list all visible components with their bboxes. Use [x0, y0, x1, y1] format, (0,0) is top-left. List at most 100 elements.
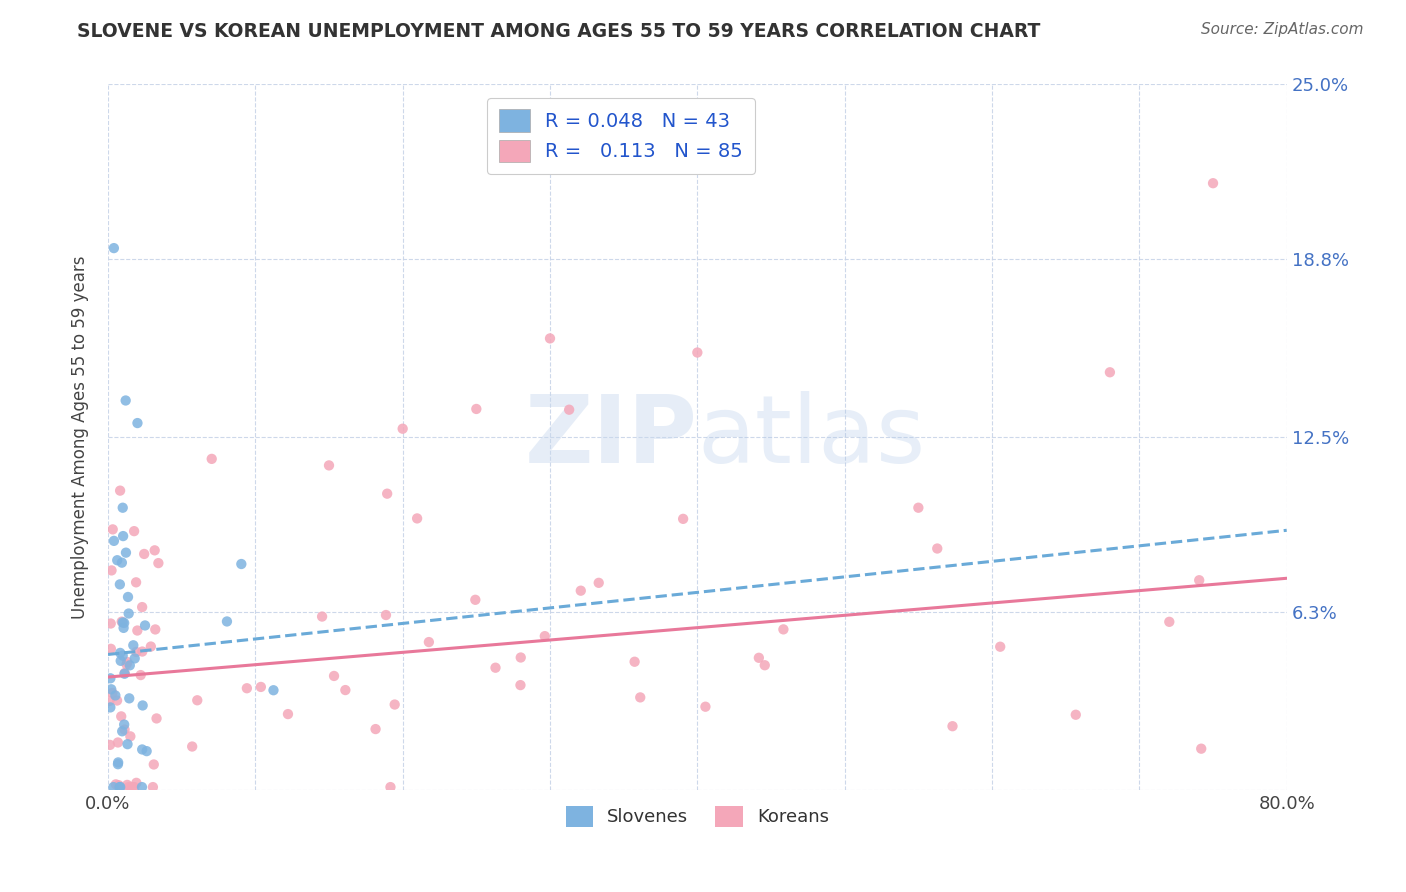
Point: [201, 451, 224, 466]
Point: [186, 693, 208, 707]
Point: [110, 780, 132, 794]
Point: [100, 616, 122, 631]
Point: [100, 682, 122, 697]
Point: [509, 650, 531, 665]
Point: [311, 609, 333, 624]
Point: [131, 698, 153, 713]
Text: ZIP: ZIP: [524, 392, 697, 483]
Point: [122, 524, 145, 538]
Point: [114, 723, 136, 737]
Point: [464, 592, 486, 607]
Point: [111, 615, 134, 629]
Point: [122, 780, 145, 794]
Point: [104, 777, 127, 791]
Point: [465, 401, 488, 416]
Point: [364, 722, 387, 736]
Point: [1098, 365, 1121, 379]
Point: [672, 512, 695, 526]
Point: [111, 556, 134, 570]
Y-axis label: Unemployment Among Ages 55 to 59 years: Unemployment Among Ages 55 to 59 years: [72, 255, 89, 619]
Point: [107, 756, 129, 770]
Point: [110, 709, 132, 723]
Point: [122, 638, 145, 652]
Point: [380, 780, 402, 794]
Point: [112, 615, 135, 630]
Point: [103, 533, 125, 548]
Point: [134, 547, 156, 561]
Point: [98, 700, 121, 714]
Point: [754, 658, 776, 673]
Point: [101, 522, 124, 536]
Point: [533, 629, 555, 643]
Point: [107, 778, 129, 792]
Point: [143, 623, 166, 637]
Point: [1159, 615, 1181, 629]
Point: [131, 780, 153, 794]
Point: [114, 393, 136, 408]
Point: [124, 651, 146, 665]
Point: [110, 654, 132, 668]
Point: [105, 693, 128, 707]
Point: [695, 699, 717, 714]
Point: [135, 744, 157, 758]
Point: [907, 500, 929, 515]
Point: [114, 665, 136, 680]
Point: [250, 680, 273, 694]
Point: [111, 615, 134, 630]
Point: [114, 666, 136, 681]
Point: [125, 645, 148, 659]
Point: [538, 331, 561, 345]
Point: [98, 738, 121, 752]
Point: [98, 694, 121, 708]
Point: [318, 458, 340, 473]
Point: [108, 780, 131, 794]
Point: [103, 780, 125, 794]
Point: [127, 416, 149, 430]
Point: [101, 686, 124, 700]
Point: [139, 640, 162, 654]
Point: [115, 546, 138, 560]
Point: [100, 641, 122, 656]
Point: [418, 635, 440, 649]
Point: [375, 607, 398, 622]
Point: [111, 648, 134, 663]
Point: [988, 640, 1011, 654]
Point: [1064, 707, 1087, 722]
Point: [391, 422, 413, 436]
Point: [112, 529, 135, 543]
Point: [406, 511, 429, 525]
Point: [115, 778, 138, 792]
Point: [277, 707, 299, 722]
Point: [236, 681, 259, 696]
Point: [118, 691, 141, 706]
Point: [569, 583, 592, 598]
Point: [100, 563, 122, 577]
Point: [148, 556, 170, 570]
Point: [108, 577, 131, 591]
Point: [927, 541, 949, 556]
Point: [375, 486, 398, 500]
Point: [129, 668, 152, 682]
Point: [181, 739, 204, 754]
Point: [117, 737, 139, 751]
Point: [107, 757, 129, 772]
Point: [111, 500, 134, 515]
Point: [107, 735, 129, 749]
Point: [142, 780, 165, 794]
Point: [1189, 741, 1212, 756]
Point: [558, 402, 581, 417]
Point: [772, 623, 794, 637]
Point: [134, 618, 156, 632]
Point: [941, 719, 963, 733]
Point: [118, 658, 141, 673]
Point: [1202, 176, 1225, 190]
Point: [117, 780, 139, 794]
Point: [145, 711, 167, 725]
Point: [117, 655, 139, 669]
Point: [142, 757, 165, 772]
Point: [105, 553, 128, 567]
Point: [131, 742, 153, 756]
Point: [112, 621, 135, 635]
Point: [748, 650, 770, 665]
Point: [117, 590, 139, 604]
